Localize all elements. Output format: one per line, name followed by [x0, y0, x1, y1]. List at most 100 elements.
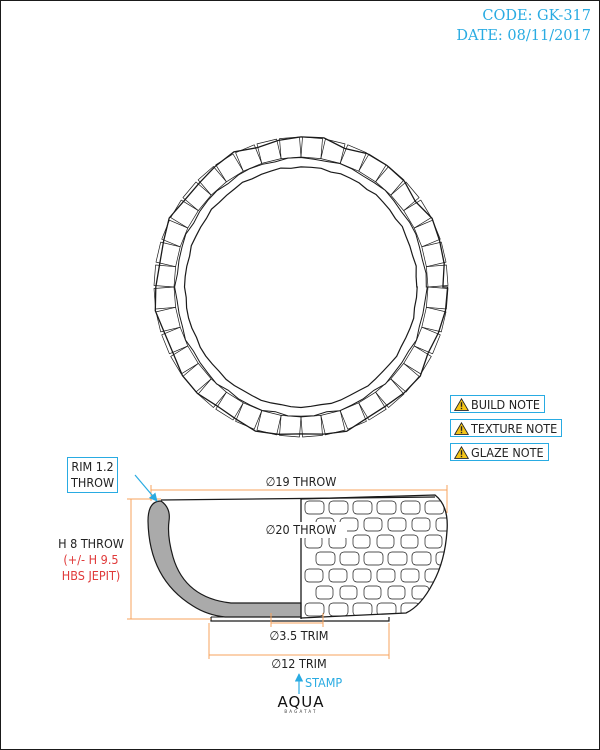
date-label: DATE: 08/11/2017: [456, 28, 591, 44]
rim-pebble: [390, 181, 420, 211]
rim-pebble: [300, 415, 323, 438]
rim-texture: [153, 136, 449, 438]
texture-cell: [328, 602, 349, 617]
rim-pebble: [320, 138, 346, 164]
texture-cell: [376, 534, 395, 549]
rim-pebble: [215, 153, 244, 183]
rim-pebble: [161, 219, 189, 248]
rim-pebble: [413, 219, 441, 248]
rim-pebble: [153, 264, 176, 288]
texture-cell: [400, 500, 421, 515]
texture-cell: [304, 568, 324, 583]
texture-cell: [315, 551, 336, 566]
rim-inner-edge: [183, 166, 418, 409]
rim-pebble: [235, 144, 263, 172]
rim-pebble: [426, 286, 449, 310]
rim-pebble: [197, 166, 227, 196]
texture-cell: [328, 568, 348, 583]
texture-cell: [400, 568, 420, 583]
outer-diameter-bg: [256, 474, 346, 488]
stamp-label: STAMP: [305, 675, 342, 690]
rim-pebble: [182, 363, 212, 393]
code-label: CODE: GK-317: [482, 8, 591, 24]
rim-pebble: [161, 326, 189, 355]
texture-cell: [411, 551, 432, 566]
rim-pebble: [403, 345, 432, 375]
rim-pebble: [339, 144, 367, 172]
texture-cell: [352, 534, 371, 549]
rim-pebble: [300, 136, 323, 159]
rim-pebble: [358, 153, 387, 183]
rim-pebble: [215, 391, 244, 421]
rim-pebble: [320, 410, 346, 436]
texture-cell: [376, 500, 397, 515]
foot-outer-label: ∅12 TRIM: [271, 656, 326, 671]
rim-callout-line1: RIM 1.2: [71, 459, 114, 474]
brand-name: AQUA: [277, 693, 325, 711]
section-wall: [147, 500, 302, 618]
rim-pebble: [170, 345, 199, 375]
rim-line: [160, 496, 436, 501]
build-note-badge[interactable]: BUILD NOTE: [450, 395, 545, 413]
texture-cell: [376, 568, 396, 583]
rim-pebble: [182, 181, 212, 211]
rim-pebble: [279, 136, 302, 159]
texture-cell: [363, 585, 382, 600]
texture-cell: [424, 602, 445, 617]
texture-cell: [387, 517, 407, 532]
texture-cell: [435, 585, 448, 600]
rim-pebble: [390, 363, 420, 393]
texture-cell: [328, 500, 349, 515]
rim-pebble: [421, 241, 447, 268]
warning-icon: [454, 397, 469, 411]
warning-icon: [454, 421, 469, 435]
rim-pebble: [256, 138, 282, 164]
bowl-section-view: [147, 494, 448, 622]
inner-diameter-label: ∅20 THROW: [266, 522, 337, 537]
exterior-texture: [304, 500, 448, 617]
rim-pebble: [170, 199, 199, 229]
texture-cell: [304, 500, 325, 515]
rim-pebble: [421, 306, 447, 333]
texture-cell: [339, 585, 358, 600]
texture-cell: [435, 517, 448, 532]
rim-pebble: [413, 326, 441, 355]
rim-pebble: [339, 402, 367, 430]
texture-cell: [339, 551, 360, 566]
texture-cell: [304, 602, 325, 617]
texture-cell: [424, 534, 443, 549]
texture-cell: [315, 585, 334, 600]
height-callout: H 8 THROW (+/- H 9.5 HBS JEPIT): [45, 536, 137, 584]
glaze-note-badge[interactable]: GLAZE NOTE: [450, 443, 549, 461]
glaze-note-label: GLAZE NOTE: [471, 444, 544, 460]
bowl-top-view: [153, 136, 449, 438]
rim-pebble: [197, 378, 227, 408]
texture-cell: [352, 568, 372, 583]
rim-pebble: [256, 410, 282, 436]
height-callout-line2: (+/- H 9.5: [63, 552, 119, 567]
height-callout-line1: H 8 THROW: [58, 536, 124, 551]
texture-cell: [387, 585, 406, 600]
rim-callout: RIM 1.2 THROW: [67, 457, 119, 493]
rim-pebble: [403, 199, 432, 229]
texture-cell: [363, 517, 383, 532]
outer-diameter-label: ∅19 THROW: [266, 474, 337, 489]
rim-outer-edge: [154, 136, 449, 435]
texture-cell: [363, 551, 384, 566]
height-callout-line3: HBS JEPIT): [61, 568, 121, 583]
brand-logo: AQUA BAGATAT: [271, 693, 331, 714]
warning-icon: [454, 445, 469, 459]
rim-pebble: [155, 241, 181, 268]
texture-cell: [424, 500, 445, 515]
inner-diameter-bg: [255, 522, 347, 538]
build-note-label: BUILD NOTE: [471, 396, 540, 412]
texture-cell: [352, 602, 373, 617]
rim-pebble: [358, 391, 387, 421]
rim-pebble: [426, 264, 449, 288]
exterior-profile: [300, 494, 448, 619]
texture-note-badge[interactable]: TEXTURE NOTE: [450, 419, 563, 437]
foot-inner-label: ∅3.5 TRIM: [270, 628, 329, 643]
rim-pebble: [155, 306, 181, 333]
rim-mid-edge: [174, 156, 428, 417]
